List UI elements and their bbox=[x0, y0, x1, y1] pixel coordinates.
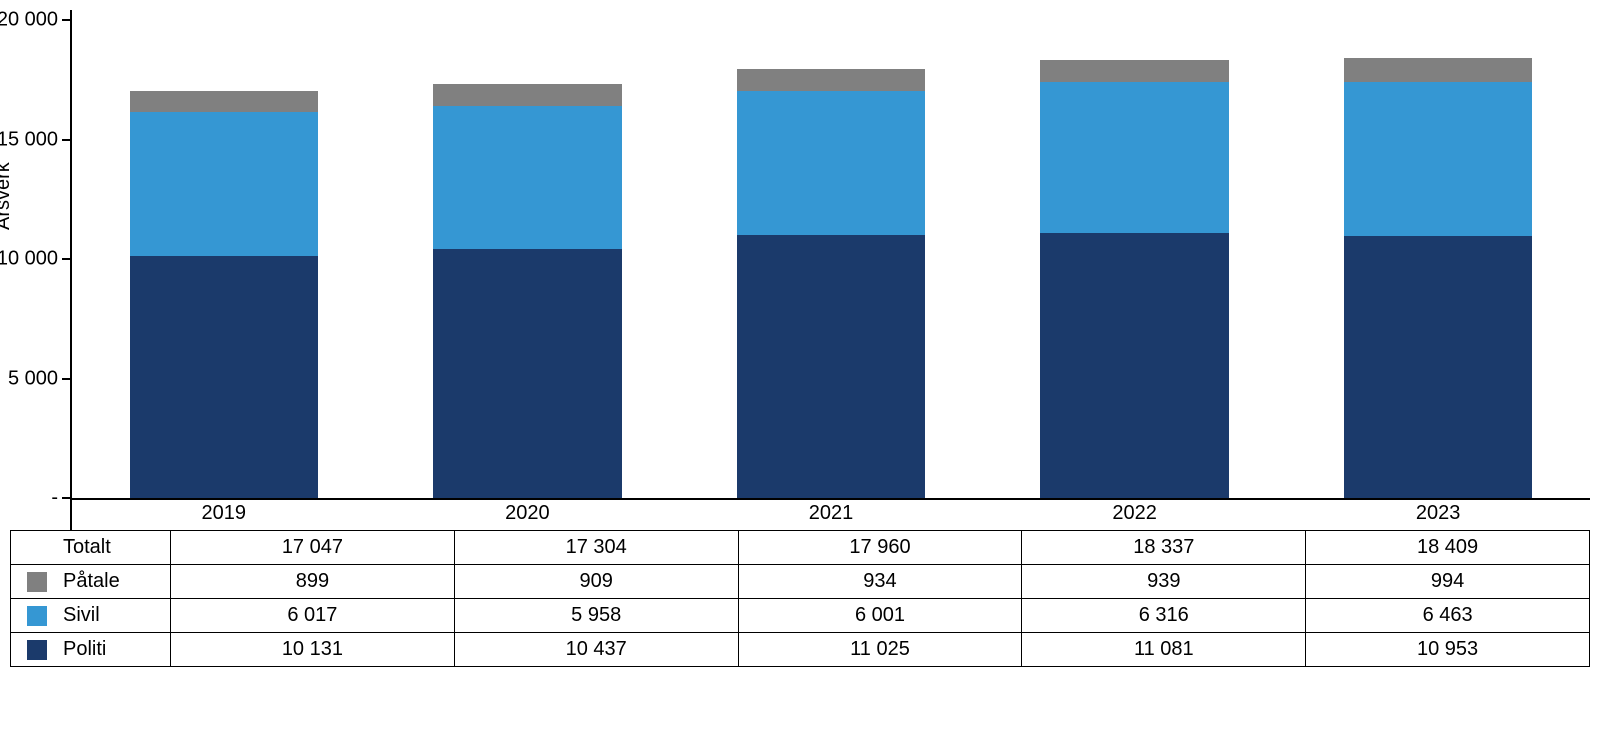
stacked-bar bbox=[1344, 20, 1532, 498]
table-row: Totalt 17 04717 30417 96018 33718 409 bbox=[11, 531, 1590, 565]
table-cell: 909 bbox=[454, 565, 738, 599]
sivil-swatch bbox=[27, 606, 47, 626]
y-tick bbox=[62, 258, 72, 260]
bar-slot bbox=[376, 20, 680, 498]
bar-segment-politi bbox=[1344, 236, 1532, 498]
bar-segment-sivil bbox=[737, 91, 925, 234]
bar-segment-politi bbox=[1040, 233, 1228, 498]
stacked-bar bbox=[737, 20, 925, 498]
x-axis-label: 2021 bbox=[679, 500, 983, 530]
table-cell: 6 001 bbox=[738, 599, 1022, 633]
y-tick-label: 20 000 bbox=[0, 9, 58, 32]
row-header: Politi bbox=[11, 633, 171, 667]
table-cell: 11 081 bbox=[1022, 633, 1306, 667]
stacked-bar bbox=[433, 20, 621, 498]
bar-slot bbox=[72, 20, 376, 498]
table-row: Påtale 899909934939994 bbox=[11, 565, 1590, 599]
bar-slot bbox=[679, 20, 983, 498]
x-axis-label: 2019 bbox=[72, 500, 376, 530]
totalt-label: Totalt bbox=[57, 536, 162, 559]
bar-segment-politi bbox=[130, 256, 318, 498]
table-cell: 899 bbox=[171, 565, 455, 599]
table-cell: 17 304 bbox=[454, 531, 738, 565]
bar-slot bbox=[1286, 20, 1590, 498]
patale-swatch bbox=[27, 572, 47, 592]
chart-area: Årsverk -5 00010 00015 00020 000 2019202… bbox=[10, 10, 1590, 530]
table-cell: 18 337 bbox=[1022, 531, 1306, 565]
y-tick-label: 15 000 bbox=[0, 128, 58, 151]
bar-segment-politi bbox=[737, 235, 925, 498]
bar-segment-patale bbox=[1040, 60, 1228, 82]
table-cell: 18 409 bbox=[1306, 531, 1590, 565]
table-cell: 5 958 bbox=[454, 599, 738, 633]
row-header: Sivil bbox=[11, 599, 171, 633]
stacked-bar bbox=[1040, 20, 1228, 498]
bar-segment-politi bbox=[433, 249, 621, 498]
y-tick bbox=[62, 497, 72, 499]
y-tick bbox=[62, 19, 72, 21]
sivil-label: Sivil bbox=[57, 604, 162, 627]
table-cell: 17 047 bbox=[171, 531, 455, 565]
x-axis-labels: 20192020202120222023 bbox=[72, 500, 1590, 530]
table-row: Sivil 6 0175 9586 0016 3166 463 bbox=[11, 599, 1590, 633]
x-axis-label: 2022 bbox=[983, 500, 1287, 530]
bar-segment-patale bbox=[737, 69, 925, 91]
data-table: Totalt17 04717 30417 96018 33718 409Påta… bbox=[10, 530, 1590, 667]
x-axis-label: 2020 bbox=[376, 500, 680, 530]
y-tick-label: 5 000 bbox=[8, 367, 58, 390]
stacked-bar bbox=[130, 20, 318, 498]
aarsverk-chart: Årsverk -5 00010 00015 00020 000 2019202… bbox=[10, 10, 1590, 667]
table-cell: 6 017 bbox=[171, 599, 455, 633]
bar-segment-patale bbox=[1344, 58, 1532, 82]
table-row: Politi 10 13110 43711 02511 08110 953 bbox=[11, 633, 1590, 667]
bar-group bbox=[72, 20, 1590, 498]
y-tick bbox=[62, 378, 72, 380]
bar-segment-sivil bbox=[1344, 82, 1532, 236]
row-header: Totalt bbox=[11, 531, 171, 565]
patale-label: Påtale bbox=[57, 570, 162, 593]
bar-segment-sivil bbox=[130, 112, 318, 256]
table-cell: 6 463 bbox=[1306, 599, 1590, 633]
table-cell: 17 960 bbox=[738, 531, 1022, 565]
row-header: Påtale bbox=[11, 565, 171, 599]
table-cell: 10 131 bbox=[171, 633, 455, 667]
bar-segment-sivil bbox=[1040, 82, 1228, 233]
bar-segment-patale bbox=[433, 84, 621, 106]
y-axis-label: Årsverk bbox=[0, 162, 15, 230]
bar-slot bbox=[983, 20, 1287, 498]
plot-region: -5 00010 00015 00020 000 201920202021202… bbox=[70, 10, 1590, 530]
bar-segment-patale bbox=[130, 91, 318, 112]
table-cell: 10 953 bbox=[1306, 633, 1590, 667]
y-tick bbox=[62, 139, 72, 141]
bar-segment-sivil bbox=[433, 106, 621, 248]
politi-swatch bbox=[27, 640, 47, 660]
table-cell: 6 316 bbox=[1022, 599, 1306, 633]
table-cell: 11 025 bbox=[738, 633, 1022, 667]
table-cell: 10 437 bbox=[454, 633, 738, 667]
y-tick-label: - bbox=[51, 487, 58, 510]
y-tick-label: 10 000 bbox=[0, 248, 58, 271]
table-cell: 939 bbox=[1022, 565, 1306, 599]
politi-label: Politi bbox=[57, 638, 162, 661]
table-cell: 994 bbox=[1306, 565, 1590, 599]
x-axis-label: 2023 bbox=[1286, 500, 1590, 530]
table-cell: 934 bbox=[738, 565, 1022, 599]
